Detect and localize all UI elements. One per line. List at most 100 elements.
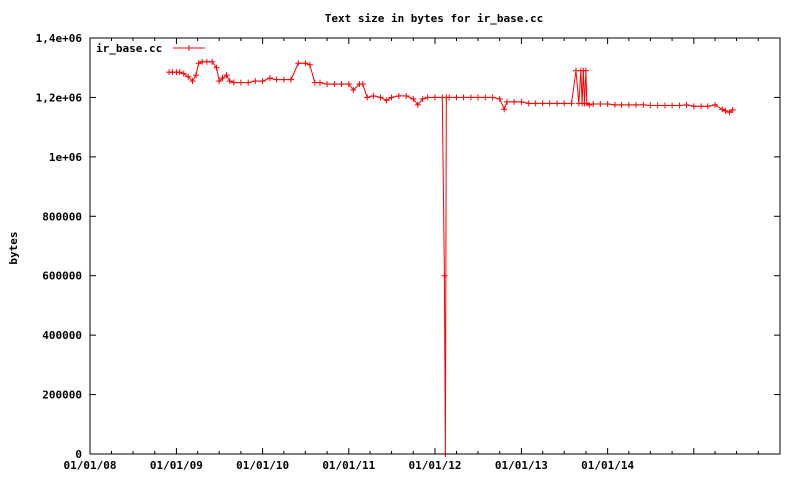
x-axis: 01/01/08 01/01/09 01/01/10 01/01/11 01/01/12… <box>64 38 759 472</box>
data-point <box>338 81 345 88</box>
data-point <box>625 101 632 108</box>
y-tick-label: 1,2e+06 <box>36 91 83 104</box>
y-tick-label: 1,4e+06 <box>36 32 83 45</box>
data-point <box>690 103 697 110</box>
data-point <box>252 78 259 85</box>
series-line <box>169 61 734 455</box>
data-point <box>311 79 318 86</box>
x-tick-label: 01/01/12 <box>409 459 462 472</box>
y-tick-label: 1e+06 <box>49 151 82 164</box>
data-point <box>280 76 287 83</box>
data-point <box>511 98 518 105</box>
legend: ir_base.cc <box>96 42 205 55</box>
x-tick-label: 01/01/14 <box>581 459 634 472</box>
data-point <box>203 58 210 65</box>
data-point <box>496 95 503 102</box>
data-point <box>259 78 266 85</box>
y-tick-label: 400000 <box>42 329 82 342</box>
data-point <box>213 64 220 71</box>
data-point <box>226 78 233 85</box>
data-point <box>604 100 611 107</box>
data-point <box>586 101 593 108</box>
data-point <box>273 76 280 83</box>
data-point <box>554 100 561 107</box>
data-point <box>568 100 575 107</box>
data-point <box>424 94 431 101</box>
data-point <box>647 102 654 109</box>
data-point <box>489 94 496 101</box>
data-point <box>377 94 384 101</box>
data-point <box>403 92 410 99</box>
data-point <box>176 69 183 76</box>
data-point <box>561 100 568 107</box>
data-point <box>611 101 618 108</box>
data-point <box>223 72 230 79</box>
data-point <box>216 78 223 85</box>
data-point <box>532 100 539 107</box>
data-point <box>331 81 338 88</box>
data-point <box>698 103 705 110</box>
data-point <box>383 97 390 104</box>
data-point <box>504 98 511 105</box>
data-point <box>359 81 366 88</box>
y-tick-label: 600000 <box>42 270 82 283</box>
data-point <box>546 100 553 107</box>
data-point <box>306 61 313 68</box>
data-point <box>640 101 647 108</box>
data-point <box>302 60 309 67</box>
data-point <box>419 95 426 102</box>
data-point <box>317 79 323 86</box>
data-point <box>441 272 448 279</box>
data-point <box>209 58 216 65</box>
data-point <box>432 94 438 101</box>
data-point <box>180 70 187 77</box>
data-point <box>518 98 525 105</box>
data-point <box>345 81 352 88</box>
y-axis: 0 200000 400000 600000 800000 1e+06 1,2e+06 1,4… <box>36 32 780 461</box>
plot-area <box>166 58 736 457</box>
data-point <box>669 102 676 109</box>
data-point <box>722 107 729 114</box>
data-point <box>704 103 711 110</box>
data-point <box>324 81 331 88</box>
data-point <box>618 101 625 108</box>
data-point <box>185 73 192 80</box>
data-point <box>525 100 532 107</box>
data-point <box>364 94 371 101</box>
plot-frame <box>89 37 781 455</box>
data-point <box>395 92 402 99</box>
data-point <box>729 106 736 113</box>
data-point <box>662 102 668 109</box>
data-point <box>189 78 196 85</box>
data-point <box>460 94 467 101</box>
data-point <box>726 109 733 116</box>
data-point <box>453 94 460 101</box>
data-point <box>388 94 395 101</box>
legend-label: ir_base.cc <box>96 42 162 55</box>
data-point <box>712 101 719 108</box>
data-point <box>683 101 690 108</box>
x-tick-label: 01/01/08 <box>64 459 117 472</box>
x-tick-label: 01/01/11 <box>322 459 375 472</box>
legend-sample <box>173 45 205 51</box>
data-point <box>676 102 683 109</box>
data-point <box>501 106 508 113</box>
x-tick-label: 01/01/10 <box>236 459 289 472</box>
data-point <box>582 67 589 74</box>
data-point <box>597 100 604 107</box>
data-point <box>287 76 294 83</box>
data-point <box>195 60 202 67</box>
data-point <box>245 79 252 86</box>
chart-title: Text size in bytes for ir_base.cc <box>325 12 544 25</box>
data-point <box>719 106 726 113</box>
data-point <box>446 94 453 101</box>
y-tick-label: 0 <box>75 448 82 461</box>
data-point <box>370 92 377 99</box>
x-tick-label: 01/01/09 <box>150 459 203 472</box>
data-point <box>193 72 200 79</box>
y-tick-label: 200000 <box>42 389 82 402</box>
data-point <box>410 95 417 102</box>
y-axis-label: bytes <box>7 231 20 264</box>
data-point <box>474 94 481 101</box>
